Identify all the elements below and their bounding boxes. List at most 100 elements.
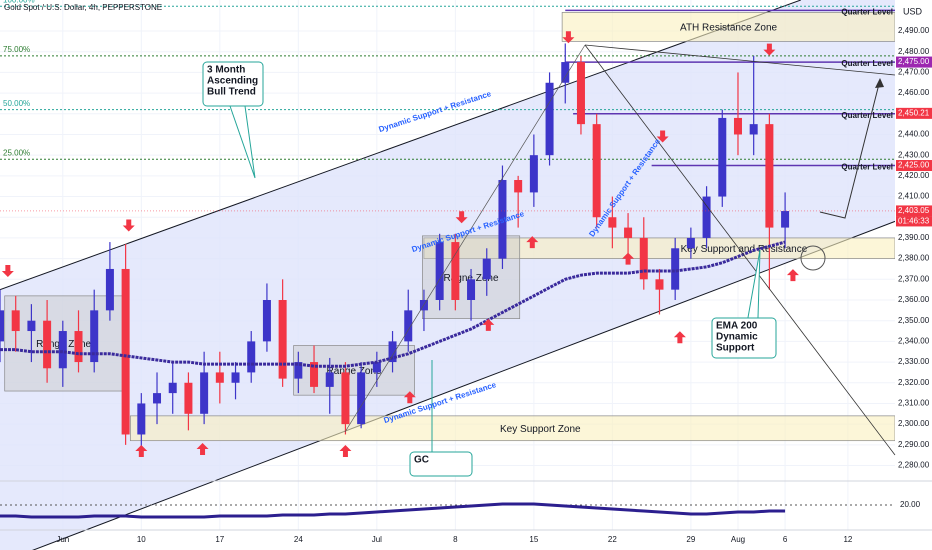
zone-label: Key Support and Resistance bbox=[681, 244, 808, 255]
quarter-label: Quarter Level bbox=[841, 7, 893, 16]
down-arrow bbox=[763, 43, 776, 56]
candle-body bbox=[467, 279, 476, 300]
candle-body bbox=[451, 242, 460, 300]
note-text: GC bbox=[414, 455, 429, 466]
candle-body bbox=[357, 372, 366, 425]
y-tick-label: 2,320.00 bbox=[898, 378, 930, 387]
channel-line bbox=[32, 220, 896, 550]
chart-title: Gold Spot / U.S. Dollar, 4h, PEPPERSTONE bbox=[4, 3, 162, 12]
y-tick-label: 2,380.00 bbox=[898, 254, 930, 263]
fib-label: 25.00% bbox=[3, 148, 30, 157]
candle-body bbox=[184, 382, 193, 414]
candle-body bbox=[702, 196, 711, 238]
countdown-bg bbox=[896, 216, 932, 227]
candle-body bbox=[58, 331, 67, 369]
note-text: Dynamic bbox=[716, 332, 758, 343]
candle-body bbox=[43, 320, 52, 369]
y-tick-label: 2,390.00 bbox=[898, 233, 930, 242]
y-tick-label: 2,290.00 bbox=[898, 440, 930, 449]
candle-body bbox=[718, 117, 727, 197]
note-box bbox=[711, 317, 777, 359]
y-tick-label: 2,300.00 bbox=[898, 419, 930, 428]
y-tick-label: 2,480.00 bbox=[898, 47, 930, 56]
candle-body bbox=[404, 310, 413, 342]
x-tick-label: 12 bbox=[843, 535, 852, 544]
down-arrow bbox=[122, 219, 135, 232]
quarter-label: Quarter Level bbox=[841, 111, 893, 120]
candle-body bbox=[153, 393, 162, 404]
x-tick-label: 24 bbox=[294, 535, 303, 544]
candle-body bbox=[247, 341, 256, 373]
up-arrow bbox=[339, 445, 352, 458]
up-arrow bbox=[482, 318, 495, 331]
candle-body bbox=[11, 310, 20, 332]
candle-body bbox=[90, 310, 99, 363]
candle-body bbox=[576, 62, 585, 125]
quarter-label: Quarter Level bbox=[841, 163, 893, 172]
candle-body bbox=[121, 268, 130, 435]
channel-line bbox=[0, 0, 801, 291]
y-tick-label: 2,370.00 bbox=[898, 274, 930, 283]
note-text: Support bbox=[716, 343, 755, 354]
indicator-tick-label: 20.00 bbox=[900, 500, 921, 509]
countdown: 01:46:33 bbox=[898, 217, 930, 226]
price-axis bbox=[895, 0, 932, 530]
price-tag bbox=[896, 205, 932, 217]
down-arrow bbox=[455, 211, 468, 224]
candle-body bbox=[749, 124, 758, 135]
candle-body bbox=[624, 227, 633, 238]
candle-body bbox=[372, 362, 381, 373]
y-tick-label: 2,310.00 bbox=[898, 399, 930, 408]
candle-body bbox=[561, 62, 570, 83]
x-tick-label: 17 bbox=[215, 535, 224, 544]
y-tick-label: 2,350.00 bbox=[898, 316, 930, 325]
up-arrow bbox=[526, 236, 539, 249]
candle-body bbox=[310, 362, 319, 387]
x-tick-label: Jul bbox=[372, 535, 382, 544]
y-tick-label: 2,410.00 bbox=[898, 192, 930, 201]
projection bbox=[819, 79, 881, 219]
candle-body bbox=[74, 331, 83, 363]
candle-body bbox=[655, 279, 664, 290]
price-tag bbox=[896, 160, 932, 172]
zone-label: Key Support Zone bbox=[500, 424, 581, 435]
down-arrow bbox=[1, 265, 14, 278]
projection-head bbox=[875, 78, 884, 88]
candle-body bbox=[608, 217, 617, 228]
down-arrow bbox=[562, 31, 575, 44]
fib-label: 50.00% bbox=[3, 99, 30, 108]
candle-body bbox=[545, 82, 554, 156]
currency: USD bbox=[903, 6, 923, 16]
x-tick-label: 8 bbox=[453, 535, 458, 544]
fib-label: 100.00% bbox=[3, 0, 35, 4]
price-tag bbox=[896, 107, 932, 119]
y-tick-label: 2,490.00 bbox=[898, 26, 930, 35]
y-tick-label: 2,430.00 bbox=[898, 150, 930, 159]
channel-fill bbox=[0, 0, 895, 550]
x-tick-label: Jun bbox=[56, 535, 69, 544]
candle-body bbox=[105, 268, 114, 311]
y-tick-label: 2,280.00 bbox=[898, 461, 930, 470]
x-tick-label: 6 bbox=[783, 535, 788, 544]
candle-body bbox=[27, 320, 36, 332]
note-box bbox=[409, 451, 473, 477]
projection bbox=[584, 44, 896, 76]
candle-body bbox=[231, 372, 240, 383]
note-text: 3 Month bbox=[207, 65, 245, 76]
up-arrow bbox=[403, 391, 416, 404]
fib-label: 75.00% bbox=[3, 45, 30, 54]
zone bbox=[561, 12, 896, 42]
dsr-line bbox=[344, 44, 586, 433]
y-tick-label: 2,420.00 bbox=[898, 171, 930, 180]
x-tick-label: 29 bbox=[686, 535, 695, 544]
y-tick-label: 2,460.00 bbox=[898, 88, 930, 97]
up-arrow bbox=[622, 252, 635, 265]
candle-body bbox=[388, 341, 397, 363]
candle-body bbox=[529, 155, 538, 193]
candle-body bbox=[341, 372, 350, 425]
candle-body bbox=[765, 124, 774, 228]
up-arrow bbox=[196, 442, 209, 455]
candle-body bbox=[168, 382, 177, 394]
candle-body bbox=[781, 211, 790, 228]
